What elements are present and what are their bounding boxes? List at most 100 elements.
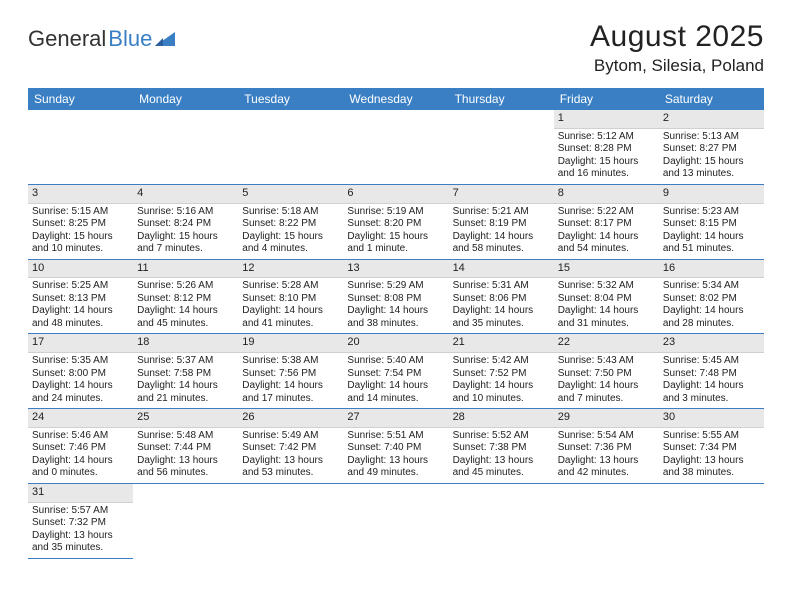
sunset-text: Sunset: 7:42 PM [242,442,339,455]
sunrise-text: Sunrise: 5:42 AM [453,355,550,368]
day-number: 13 [343,260,448,279]
sunrise-text: Sunrise: 5:57 AM [32,505,129,518]
logo-text-blue: Blue [108,26,152,52]
daylight-text: Daylight: 15 hours [32,231,129,244]
empty-cell [133,110,238,184]
daylight-text: and 24 minutes. [32,393,129,406]
daylight-text: Daylight: 15 hours [347,231,444,244]
daylight-text: and 28 minutes. [663,318,760,331]
daylight-text: Daylight: 14 hours [242,380,339,393]
sunset-text: Sunset: 8:15 PM [663,218,760,231]
day-cell: 25Sunrise: 5:48 AMSunset: 7:44 PMDayligh… [133,409,238,483]
daylight-text: Daylight: 14 hours [347,305,444,318]
sunrise-text: Sunrise: 5:49 AM [242,430,339,443]
sunset-text: Sunset: 8:12 PM [137,293,234,306]
empty-cell [238,110,343,184]
sunset-text: Sunset: 7:46 PM [32,442,129,455]
sunset-text: Sunset: 8:00 PM [32,368,129,381]
sunset-text: Sunset: 8:02 PM [663,293,760,306]
daylight-text: Daylight: 14 hours [663,380,760,393]
sunset-text: Sunset: 8:17 PM [558,218,655,231]
daylight-text: and 38 minutes. [663,467,760,480]
daylight-text: Daylight: 13 hours [453,455,550,468]
sunrise-text: Sunrise: 5:32 AM [558,280,655,293]
sunset-text: Sunset: 8:10 PM [242,293,339,306]
sunset-text: Sunset: 8:27 PM [663,143,760,156]
sunrise-text: Sunrise: 5:35 AM [32,355,129,368]
sunset-text: Sunset: 7:40 PM [347,442,444,455]
empty-cell [554,484,659,559]
daylight-text: and 13 minutes. [663,168,760,181]
sunrise-text: Sunrise: 5:46 AM [32,430,129,443]
daylight-text: and 54 minutes. [558,243,655,256]
day-cell: 27Sunrise: 5:51 AMSunset: 7:40 PMDayligh… [343,409,448,483]
empty-cell [133,484,238,559]
sunset-text: Sunset: 7:38 PM [453,442,550,455]
sunset-text: Sunset: 8:08 PM [347,293,444,306]
day-cell: 16Sunrise: 5:34 AMSunset: 8:02 PMDayligh… [659,260,764,334]
sunrise-text: Sunrise: 5:51 AM [347,430,444,443]
sunrise-text: Sunrise: 5:26 AM [137,280,234,293]
daylight-text: Daylight: 13 hours [663,455,760,468]
sunset-text: Sunset: 7:56 PM [242,368,339,381]
day-cell: 15Sunrise: 5:32 AMSunset: 8:04 PMDayligh… [554,260,659,334]
daylight-text: and 3 minutes. [663,393,760,406]
daylight-text: and 41 minutes. [242,318,339,331]
empty-cell [449,484,554,559]
title-block: August 2025 Bytom, Silesia, Poland [590,20,764,76]
day-number: 17 [28,334,133,353]
daylight-text: and 10 minutes. [453,393,550,406]
daylight-text: Daylight: 13 hours [242,455,339,468]
day-cell: 9Sunrise: 5:23 AMSunset: 8:15 PMDaylight… [659,185,764,259]
day-header-cell: Friday [554,88,659,110]
empty-cell [449,110,554,184]
day-number: 8 [554,185,659,204]
daylight-text: Daylight: 14 hours [558,380,655,393]
sunrise-text: Sunrise: 5:38 AM [242,355,339,368]
day-cell: 17 Sunrise: 5:35 AMSunset: 8:00 PMDayligh… [28,334,133,408]
calendar: Sunday Monday Tuesday Wednesday Thursday… [28,88,764,559]
daylight-text: Daylight: 14 hours [663,305,760,318]
daylight-text: and 42 minutes. [558,467,655,480]
day-number: 28 [449,409,554,428]
day-number: 20 [343,334,448,353]
day-cell: 22Sunrise: 5:43 AMSunset: 7:50 PMDayligh… [554,334,659,408]
sunset-text: Sunset: 7:50 PM [558,368,655,381]
sunrise-text: Sunrise: 5:37 AM [137,355,234,368]
sunset-text: Sunset: 8:22 PM [242,218,339,231]
sunrise-text: Sunrise: 5:40 AM [347,355,444,368]
sunrise-text: Sunrise: 5:54 AM [558,430,655,443]
week-row: 10Sunrise: 5:25 AMSunset: 8:13 PMDayligh… [28,260,764,335]
day-number: 31 [28,484,133,503]
sunrise-text: Sunrise: 5:13 AM [663,131,760,144]
sunrise-text: Sunrise: 5:19 AM [347,206,444,219]
sunrise-text: Sunrise: 5:29 AM [347,280,444,293]
sunset-text: Sunset: 7:52 PM [453,368,550,381]
day-cell: 20Sunrise: 5:40 AMSunset: 7:54 PMDayligh… [343,334,448,408]
daylight-text: Daylight: 15 hours [663,156,760,169]
sunrise-text: Sunrise: 5:21 AM [453,206,550,219]
sunrise-text: Sunrise: 5:16 AM [137,206,234,219]
daylight-text: and 49 minutes. [347,467,444,480]
daylight-text: and 45 minutes. [137,318,234,331]
day-number: 12 [238,260,343,279]
daylight-text: Daylight: 14 hours [32,380,129,393]
day-cell: 18Sunrise: 5:37 AMSunset: 7:58 PMDayligh… [133,334,238,408]
logo-text-general: General [28,26,106,52]
sunrise-text: Sunrise: 5:23 AM [663,206,760,219]
sunset-text: Sunset: 7:48 PM [663,368,760,381]
daylight-text: and 51 minutes. [663,243,760,256]
day-cell: 24Sunrise: 5:46 AMSunset: 7:46 PMDayligh… [28,409,133,483]
sunrise-text: Sunrise: 5:15 AM [32,206,129,219]
daylight-text: and 7 minutes. [558,393,655,406]
logo: General Blue [28,20,175,52]
daylight-text: Daylight: 14 hours [663,231,760,244]
day-cell: 10Sunrise: 5:25 AMSunset: 8:13 PMDayligh… [28,260,133,334]
week-row: 17Sunrise: 5:35 AMSunset: 8:00 PMDayligh… [28,334,764,409]
daylight-text: and 14 minutes. [347,393,444,406]
day-header-cell: Saturday [659,88,764,110]
sunset-text: Sunset: 7:36 PM [558,442,655,455]
day-number: 16 [659,260,764,279]
day-cell: 3Sunrise: 5:15 AMSunset: 8:25 PMDaylight… [28,185,133,259]
daylight-text: and 7 minutes. [137,243,234,256]
